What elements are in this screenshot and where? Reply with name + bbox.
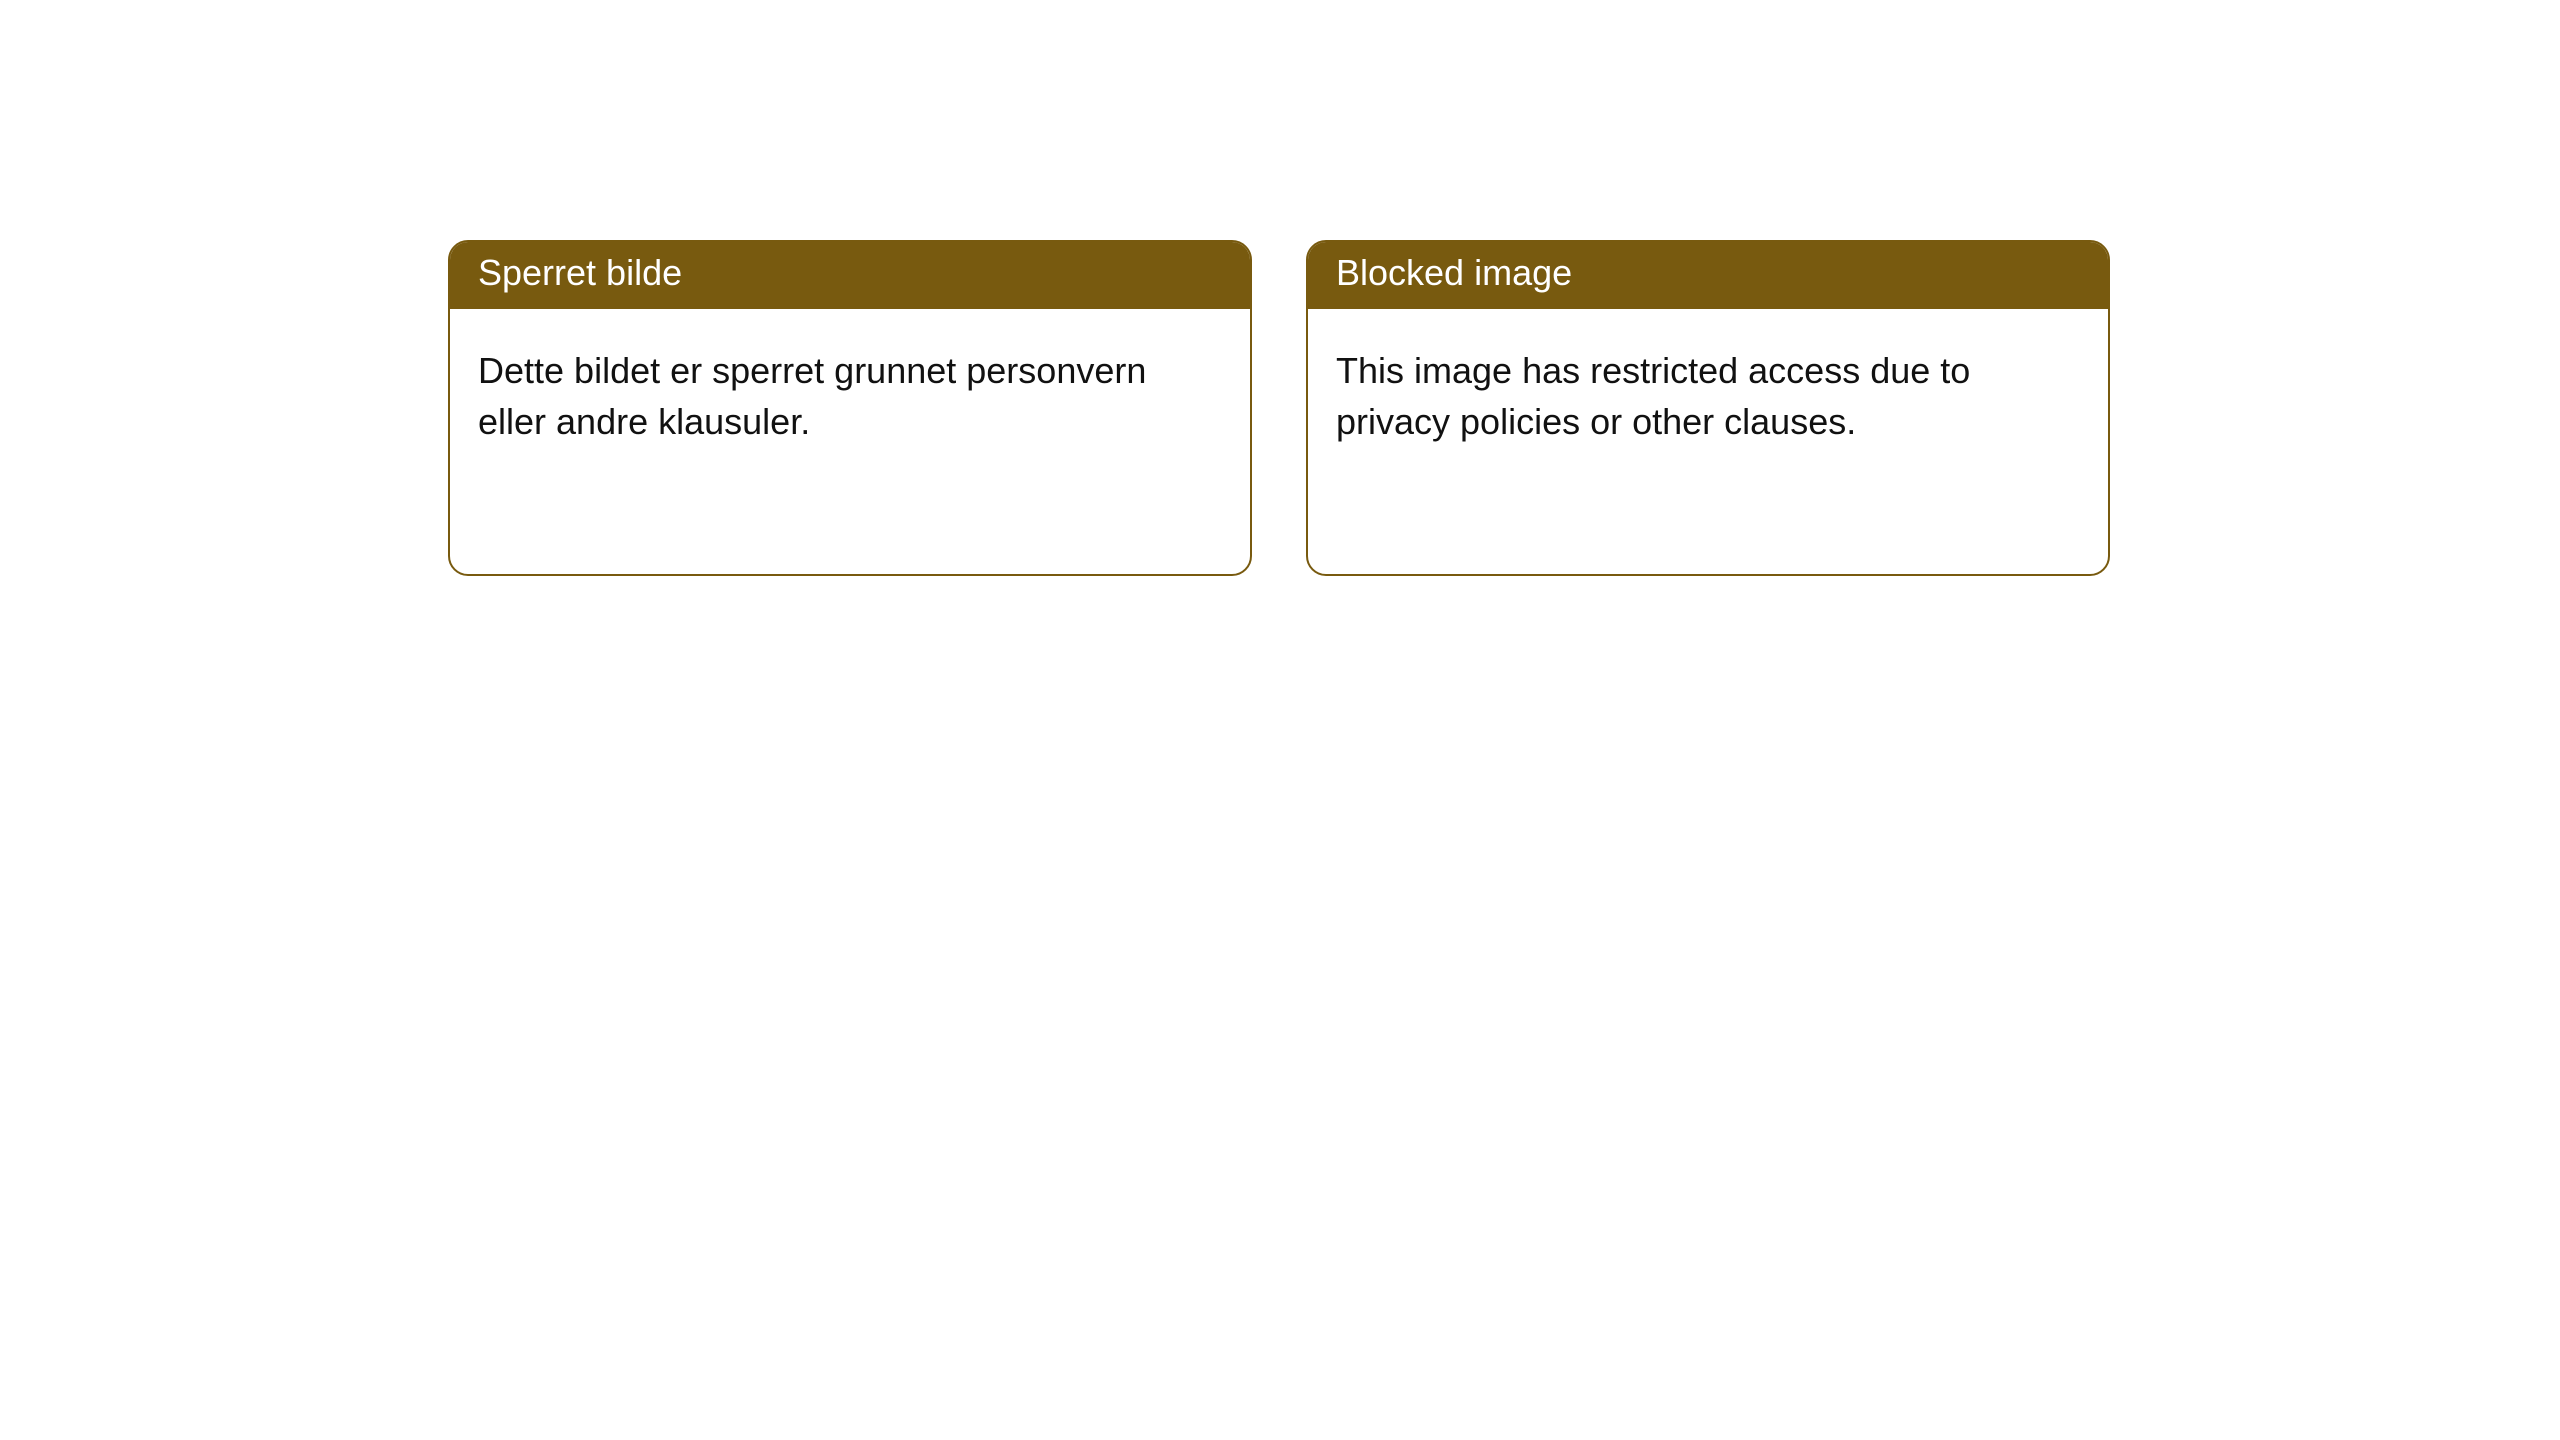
notice-body-norwegian: Dette bildet er sperret grunnet personve… xyxy=(450,309,1250,483)
notice-title-english: Blocked image xyxy=(1308,242,2108,309)
notice-card-english: Blocked image This image has restricted … xyxy=(1306,240,2110,576)
notice-body-english: This image has restricted access due to … xyxy=(1308,309,2108,483)
notice-card-norwegian: Sperret bilde Dette bildet er sperret gr… xyxy=(448,240,1252,576)
notice-title-norwegian: Sperret bilde xyxy=(450,242,1250,309)
notice-container: Sperret bilde Dette bildet er sperret gr… xyxy=(0,0,2560,576)
